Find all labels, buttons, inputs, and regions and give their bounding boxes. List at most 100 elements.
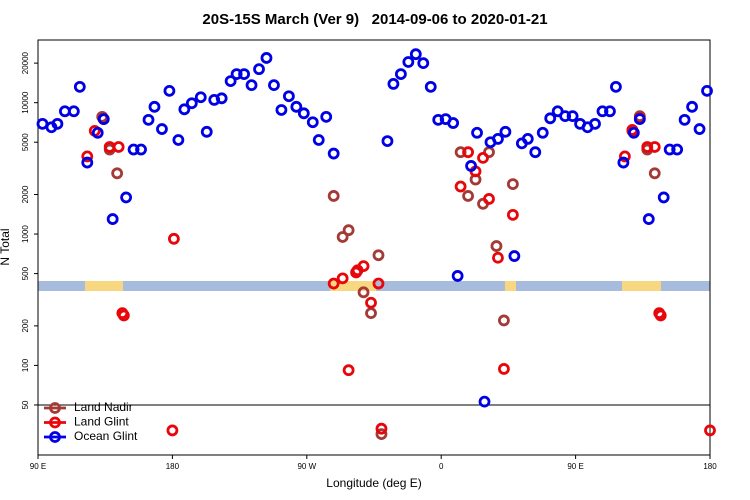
point <box>357 286 370 299</box>
legend-label: Land Nadir <box>74 400 133 414</box>
plot-frame <box>37 39 711 456</box>
point <box>342 224 355 237</box>
point <box>596 105 609 118</box>
point <box>372 277 385 290</box>
x-tick-label: 180 <box>166 462 180 471</box>
point <box>402 56 415 68</box>
point <box>327 277 340 290</box>
legend-marker <box>49 416 61 429</box>
point <box>342 364 355 377</box>
point <box>492 133 504 145</box>
y-tick-label: 5000 <box>21 133 30 151</box>
point <box>282 90 295 103</box>
y-tick-label: 500 <box>21 266 30 280</box>
point <box>91 126 104 139</box>
x-axis-label: Longitude (deg E) <box>326 476 421 490</box>
point <box>641 141 654 153</box>
land-band <box>85 281 123 291</box>
point <box>559 110 572 123</box>
point <box>238 68 250 81</box>
point <box>81 150 94 163</box>
point <box>106 213 119 225</box>
point <box>260 52 273 64</box>
point <box>112 141 125 153</box>
point <box>462 190 474 202</box>
point <box>693 123 706 135</box>
point <box>604 105 616 118</box>
point <box>566 110 579 123</box>
point <box>148 100 161 113</box>
point <box>451 270 464 282</box>
point <box>657 191 670 204</box>
point <box>648 167 661 180</box>
point <box>454 180 467 193</box>
point <box>642 213 655 225</box>
y-tick-label: 200 <box>21 319 30 333</box>
point <box>678 113 691 126</box>
chart-title: 20S-15S March (Ver 9) 2014-09-06 to 2020… <box>202 11 547 28</box>
y-tick-label: 1000 <box>21 225 30 243</box>
point <box>312 134 325 146</box>
point <box>499 125 512 138</box>
point <box>327 147 340 160</box>
point <box>417 57 430 70</box>
point <box>544 112 557 125</box>
point <box>508 250 521 262</box>
y-tick-label: 2000 <box>21 185 30 203</box>
point <box>465 160 477 172</box>
point <box>394 68 407 81</box>
point <box>447 117 460 129</box>
point <box>424 80 437 93</box>
point <box>120 191 133 204</box>
x-tick-label: 90 E <box>567 462 583 471</box>
point <box>529 146 542 159</box>
point <box>245 79 258 92</box>
point <box>483 193 495 205</box>
point <box>306 116 319 129</box>
point <box>409 48 422 61</box>
point <box>375 428 388 441</box>
point <box>506 178 519 190</box>
x-tick-label: 90 E <box>30 462 46 471</box>
point <box>627 126 640 139</box>
legend-marker <box>49 402 61 414</box>
point <box>633 113 646 125</box>
point <box>454 146 467 159</box>
point <box>290 100 303 113</box>
point <box>506 208 519 221</box>
point <box>163 84 176 97</box>
point <box>387 77 400 90</box>
point <box>230 68 243 81</box>
point <box>618 150 631 163</box>
legend-label: Ocean Glint <box>74 429 138 443</box>
point <box>81 156 94 169</box>
point <box>97 113 110 125</box>
point <box>320 110 333 123</box>
point <box>127 143 140 156</box>
y-tick-label: 20000 <box>21 51 30 74</box>
point <box>648 141 661 153</box>
x-tick-label: 90 W <box>297 462 316 471</box>
point <box>617 156 630 169</box>
legend-item: Ocean Glint <box>44 429 138 443</box>
series <box>81 112 716 437</box>
land-band <box>330 281 376 291</box>
point <box>654 309 667 322</box>
x-tick-label: 180 <box>703 462 717 471</box>
point <box>610 80 622 93</box>
point <box>498 314 510 327</box>
point <box>178 103 191 116</box>
point <box>477 151 489 164</box>
point <box>663 143 676 156</box>
x-tick-label: 0 <box>439 462 444 471</box>
point <box>701 84 713 97</box>
point <box>357 260 370 273</box>
point <box>381 135 394 147</box>
point <box>327 190 340 202</box>
point <box>336 272 349 285</box>
point <box>194 91 207 104</box>
point <box>297 107 310 120</box>
point <box>167 232 180 245</box>
point <box>117 309 130 322</box>
